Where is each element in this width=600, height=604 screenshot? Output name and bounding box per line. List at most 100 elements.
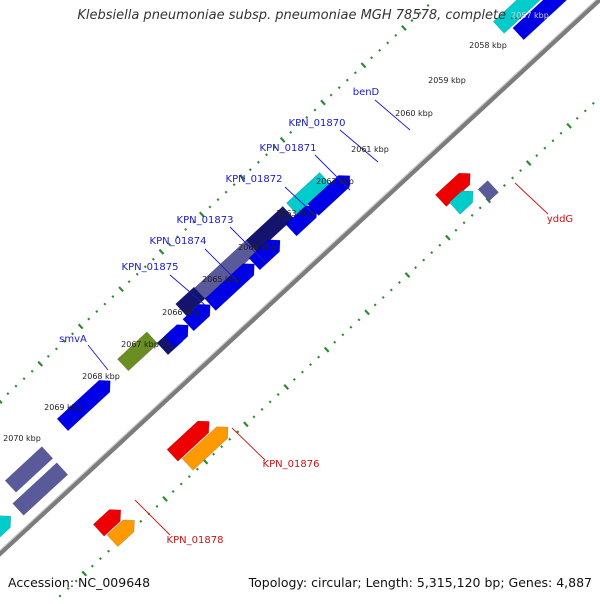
label-leader-layer [87, 99, 549, 536]
forward-tick-mark [337, 86, 341, 90]
forward-cds-arrow-smva[interactable] [56, 379, 111, 432]
gene-label-reverse[interactable]: yddG [547, 214, 573, 225]
gene-leader-line [134, 499, 171, 536]
forward-cds-arrow-top[interactable] [512, 0, 585, 41]
forward-tick-mark [279, 136, 286, 143]
forward-tick-mark [127, 280, 131, 284]
reverse-tick-mark [252, 415, 256, 419]
slate-feature-lower-left[interactable] [4, 446, 54, 493]
cyan-feature-arrow-top[interactable] [492, 0, 565, 34]
reverse-tick-mark [187, 475, 191, 479]
forward-cds-arrow-kpn-01875[interactable] [164, 324, 189, 349]
forward-tick-mark [305, 115, 309, 119]
reverse-tick-mark [519, 169, 523, 173]
gene-label-forward[interactable]: KPN_01875 [122, 262, 179, 273]
forward-tick-mark [184, 227, 188, 231]
gene-leader-line [169, 274, 206, 306]
slate-feature-bar[interactable] [12, 462, 69, 516]
reverse-tick-mark [66, 587, 70, 590]
gene-leader-line [514, 182, 549, 215]
forward-tick-mark [22, 377, 26, 381]
reverse-tick-mark [292, 378, 296, 382]
gene-label-forward[interactable]: KPN_01870 [289, 118, 346, 129]
reverse-tick-mark [309, 363, 312, 367]
gene-leader-line [339, 129, 379, 163]
forward-tick-mark [345, 78, 349, 82]
orange-feature-kpn-01878[interactable] [106, 519, 135, 548]
reverse-tick-mark [276, 392, 280, 396]
reverse-tick-mark [139, 519, 143, 523]
reverse-cds-arrow-kpn-01878[interactable] [92, 509, 122, 537]
kbp-label: 2065 kbp [202, 275, 240, 284]
reverse-tick-mark [364, 309, 370, 316]
kbp-label: 2069 kbp [44, 403, 82, 412]
reverse-tick-mark [566, 122, 572, 129]
reverse-tick-mark [74, 579, 78, 583]
genome-backbone-highlight [0, 0, 597, 552]
reverse-tick-mark [445, 234, 451, 241]
forward-tick-mark [168, 242, 171, 246]
reverse-tick-mark [485, 197, 492, 204]
forward-tick-mark [95, 310, 99, 314]
gene-label-forward[interactable]: benD [353, 87, 380, 98]
gene-leader-line [374, 99, 411, 131]
orange-feature-kpn-01876[interactable] [181, 426, 229, 471]
gene-label-reverse[interactable]: KPN_01878 [167, 535, 224, 546]
reverse-tick-mark [260, 407, 264, 411]
forward-tick-mark [239, 174, 246, 181]
forward-cds-arrow-kpn-01871[interactable] [248, 239, 281, 271]
reverse-tick-mark [195, 467, 199, 471]
kbp-label: 2061 kbp [351, 145, 389, 154]
reverse-tick-mark [90, 564, 94, 568]
forward-tick-mark [30, 369, 34, 373]
forward-tick-mark [329, 93, 333, 97]
slate-feature-yddg[interactable] [477, 180, 499, 202]
label-layer: 2057 kbp 2058 kbp 2059 kbp 2060 kbp 2061 kbp… [3, 11, 573, 546]
forward-cds-arrow-kpn-01872[interactable] [204, 263, 255, 312]
forward-tick-mark [46, 354, 50, 358]
reverse-tick-mark [575, 116, 579, 120]
forward-tick-mark [77, 323, 84, 330]
gene-label-forward[interactable]: KPN_01871 [260, 143, 317, 154]
reverse-tick-mark [228, 437, 232, 441]
kbp-label: 2067 kbp [121, 340, 159, 349]
gene-label-reverse[interactable]: KPN_01876 [263, 459, 320, 470]
feature-layer [0, 0, 585, 550]
olive-feature-kpn-01875[interactable] [117, 331, 159, 372]
gene-leader-line [204, 248, 239, 283]
gene-label-forward[interactable]: KPN_01874 [150, 236, 207, 247]
reverse-tick-mark [283, 384, 290, 390]
forward-tick-mark [248, 168, 252, 172]
topology-summary: Topology: circular; Length: 5,315,120 bp… [248, 575, 592, 590]
forward-tick-mark [273, 145, 277, 149]
forward-cds-arrow-bend[interactable] [307, 175, 351, 217]
cyan-feature-arrow[interactable] [0, 515, 12, 550]
gene-leader-line [231, 427, 266, 461]
reverse-cds-arrow-yddg[interactable] [434, 172, 471, 207]
reverse-tick-mark [462, 221, 466, 225]
cyan-feature-yddg[interactable] [448, 190, 474, 215]
forward-tick-mark [224, 190, 228, 194]
reverse-tick-mark [243, 421, 249, 428]
reverse-cds-arrow-kpn-01876[interactable] [166, 420, 210, 462]
gene-label-forward[interactable]: smvA [59, 334, 87, 345]
forward-tick-mark [176, 235, 180, 239]
forward-tick-mark [297, 123, 301, 127]
gene-leader-line [314, 154, 351, 191]
forward-tick-mark [289, 130, 293, 134]
reverse-tick-mark [414, 266, 418, 270]
kbp-label: 2062 kbp [316, 177, 354, 186]
reverse-tick-mark [220, 445, 224, 449]
kbp-label: 2063 kbp [276, 209, 314, 218]
forward-tick-mark [158, 248, 165, 255]
forward-tick-mark [14, 384, 18, 388]
forward-cds-arrow-kpn-01874[interactable] [182, 303, 211, 332]
gene-label-forward[interactable]: KPN_01872 [226, 174, 283, 185]
reverse-tick-mark [268, 400, 272, 404]
forward-tick-mark [118, 286, 124, 293]
forward-tick-mark [418, 11, 422, 15]
gene-label-forward[interactable]: KPN_01873 [177, 215, 234, 226]
forward-tick-mark [71, 332, 75, 336]
